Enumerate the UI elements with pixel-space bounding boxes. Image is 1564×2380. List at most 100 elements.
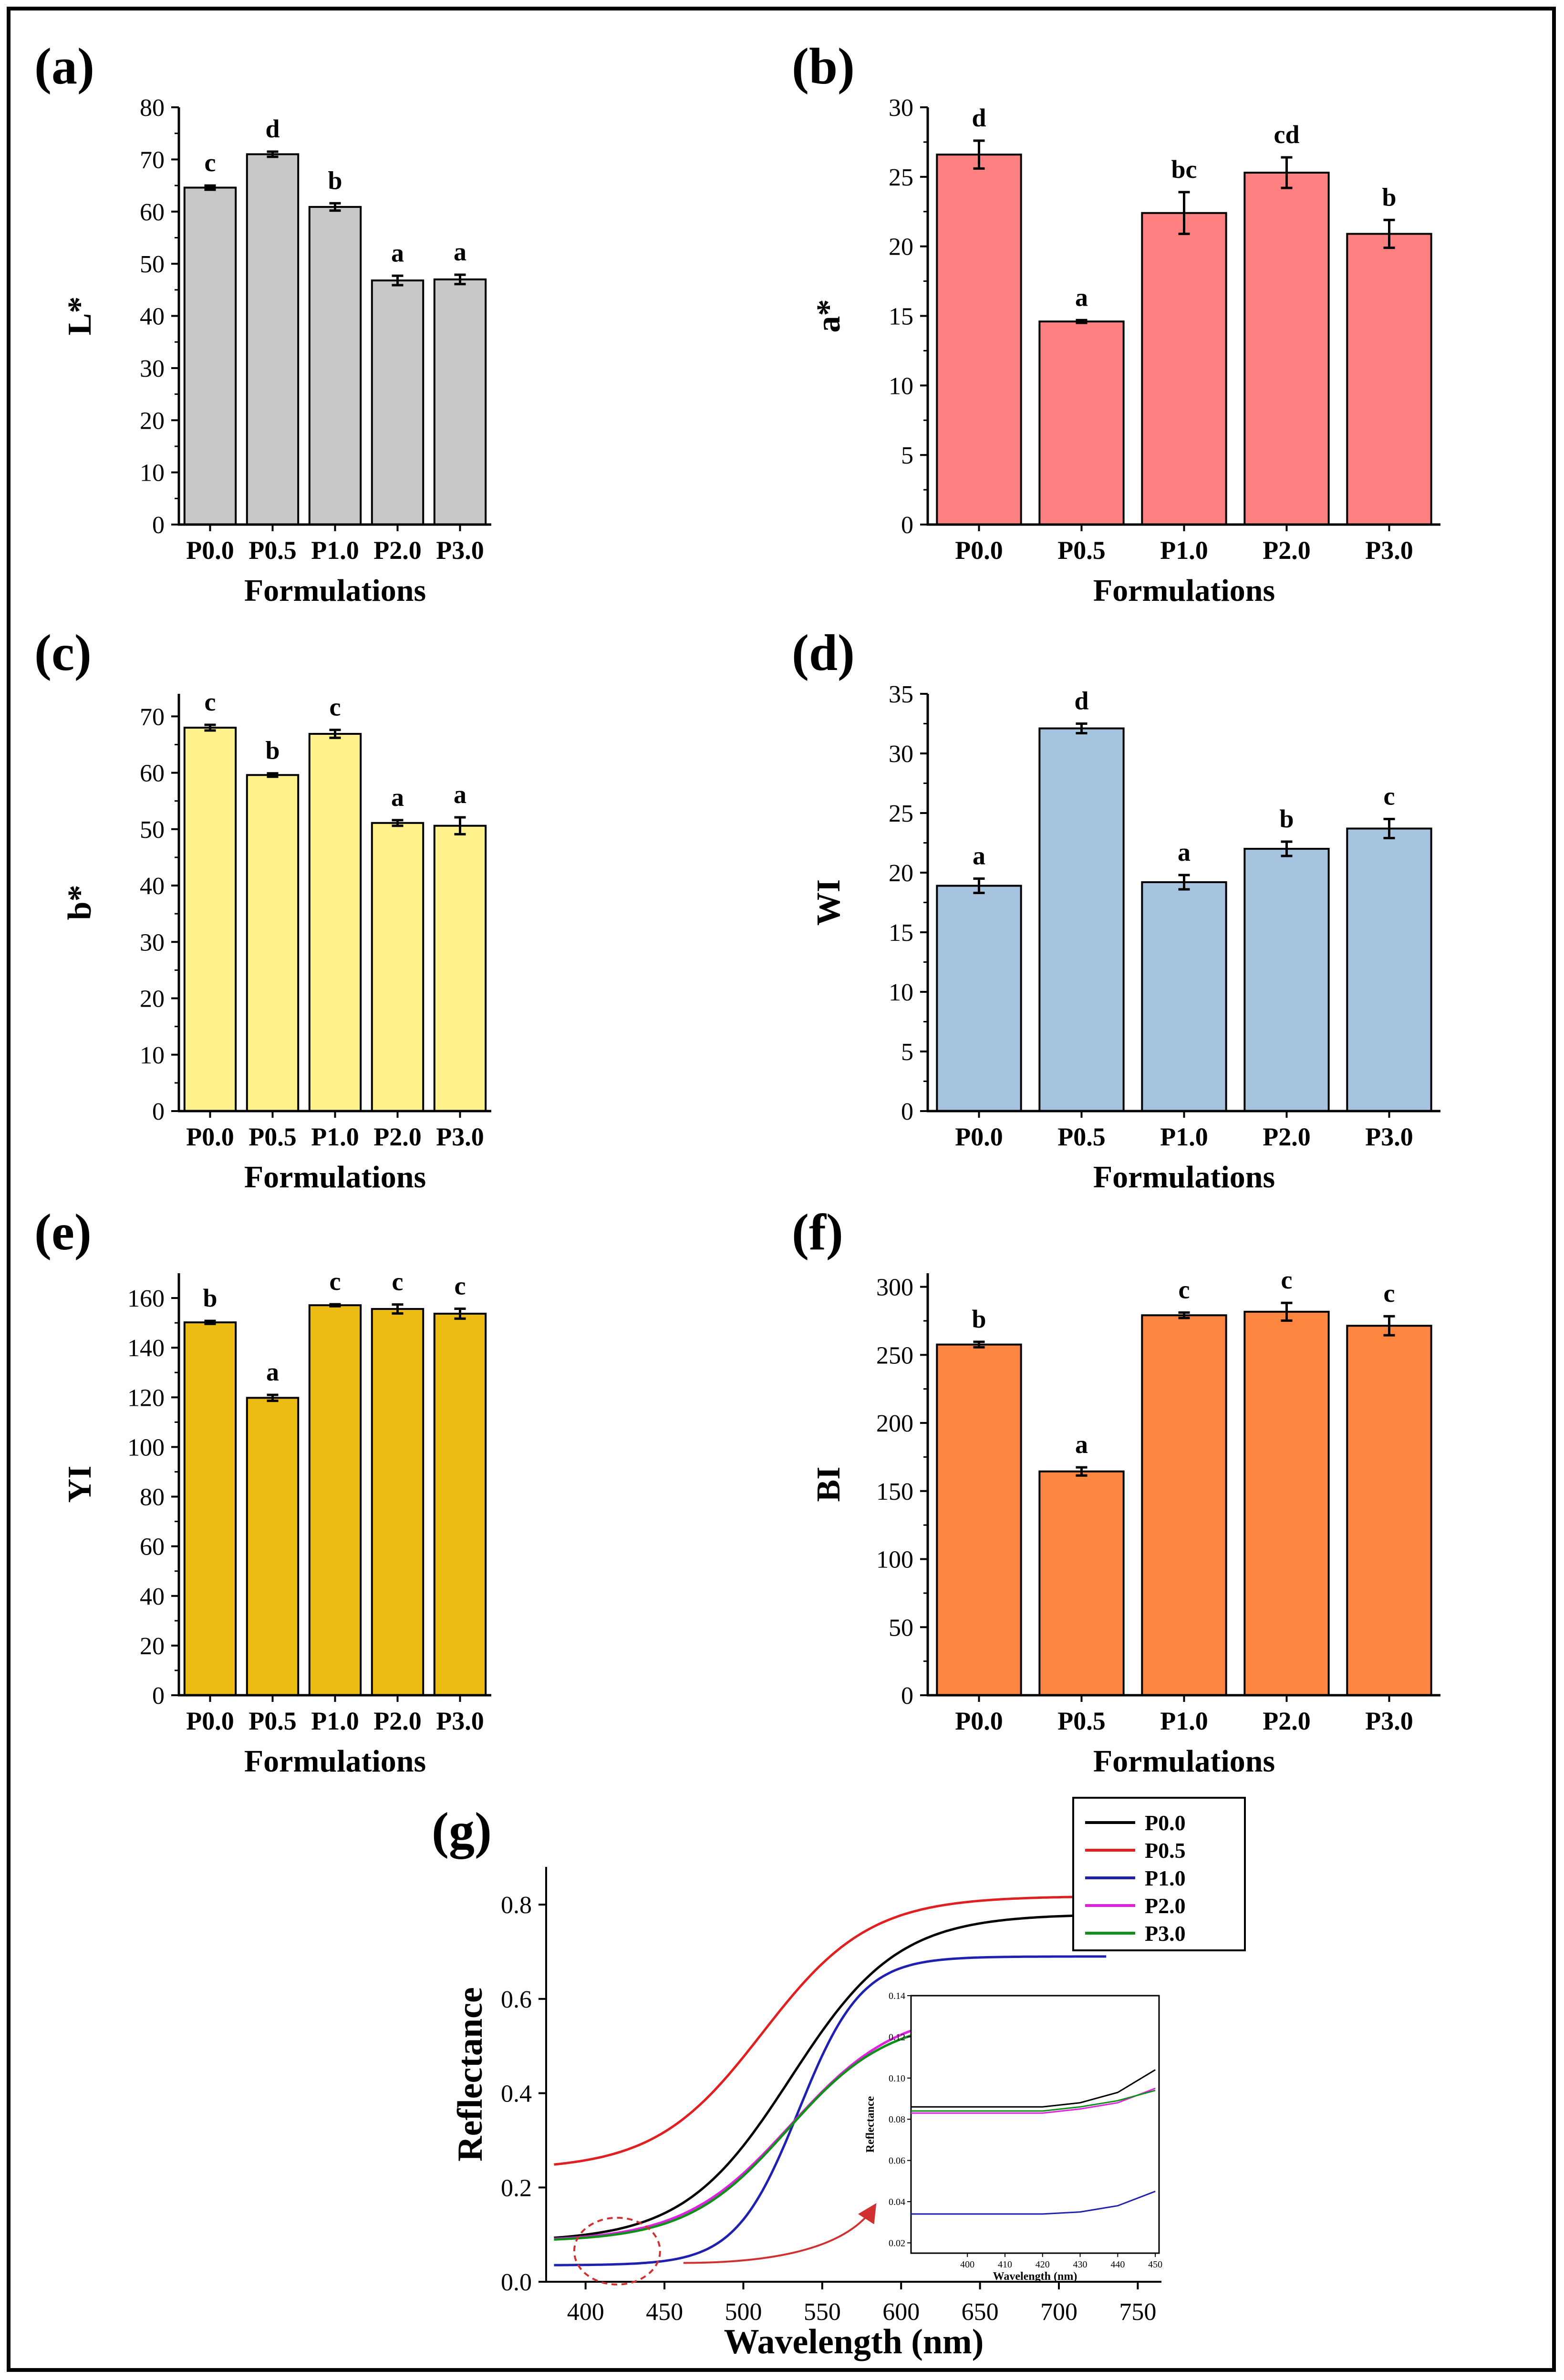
y-tick-label: 60 (140, 199, 165, 226)
bar-P1.0 (1141, 212, 1227, 525)
x-tick-label: P0.0 (955, 536, 1003, 565)
inset-y-tick-label: 0.08 (889, 2114, 905, 2125)
highlight-ellipse (573, 2216, 661, 2286)
inset-plot: 0.02 0.04 0.06 0.08 0.10 0.12 0.14 400 410 420 430… (864, 1991, 1162, 2283)
x-tick-label: P0.0 (955, 1707, 1003, 1735)
error-bar-P0.5 (267, 772, 279, 778)
inset-y-tick-label: 0.06 (889, 2156, 905, 2166)
y-tick-label: 30 (140, 929, 165, 956)
panel-e: (e) b P0.0 a P0.5 c P1.0 c P2.0 c P3.0 0 20 40 60 80 100… (34, 1204, 491, 1779)
bar-P1.0 (308, 206, 362, 525)
bar-P2.0 (1243, 1310, 1330, 1697)
x-axis-title: Formulations (1093, 573, 1275, 608)
y-axis-title: BI (810, 1467, 847, 1502)
x-tick-label: P3.0 (436, 1123, 484, 1151)
y-tick-label: 10 (140, 460, 165, 487)
significance-letter: b (1382, 183, 1396, 211)
significance-letter: a (454, 780, 466, 809)
inset-x-tick-label: 440 (1110, 2259, 1125, 2270)
error-bar-P0.0 (973, 1340, 985, 1349)
bar-P3.0 (433, 278, 487, 525)
error-bar-P3.0 (454, 816, 466, 835)
significance-letter: b (972, 1305, 986, 1333)
y-axis-title: Reflectance (451, 1987, 490, 2162)
error-bar-P0.5 (1076, 1466, 1088, 1477)
error-bar-P0.0 (204, 723, 216, 732)
y-tick-label: 20 (889, 860, 913, 887)
inset-x-tick-label: 410 (998, 2259, 1012, 2270)
x-tick-label: P1.0 (1160, 536, 1208, 565)
significance-letter: cd (1274, 120, 1300, 149)
x-tick-label: 750 (1119, 2298, 1156, 2326)
x-axis-title: Formulations (244, 573, 426, 608)
significance-letter: b (1279, 804, 1294, 833)
significance-letter: c (1384, 782, 1395, 811)
y-tick-label: 30 (140, 355, 165, 382)
y-tick-label: 10 (889, 372, 913, 400)
y-axis-title: b* (62, 885, 98, 920)
significance-letter: d (972, 103, 986, 132)
y-tick-label: 60 (140, 760, 165, 787)
error-bar-P2.0 (392, 819, 404, 827)
panel-label: (b) (792, 38, 855, 95)
x-tick-label: P2.0 (1263, 1707, 1311, 1735)
y-tick-label: 35 (889, 681, 913, 708)
y-tick-label: 10 (140, 1042, 165, 1069)
bar-P3.0 (433, 1312, 487, 1697)
y-tick-label: 20 (140, 1633, 165, 1660)
x-tick-label: P1.0 (1160, 1707, 1208, 1735)
panel-b: (b) d P0.0 a P0.5 bc P1.0 cd P2.0 b P3.0 0 5 10 15 20 25… (792, 38, 1440, 608)
error-bar-P0.0 (973, 877, 985, 894)
y-tick-label: 5 (901, 1039, 913, 1066)
significance-letter: c (330, 1267, 341, 1296)
inset-series-line-P3.0 (911, 2090, 1156, 2112)
y-tick-label: 50 (140, 251, 165, 278)
bar-P3.0 (1346, 1325, 1432, 1696)
panel-label: (c) (34, 625, 92, 681)
y-tick-label: 0 (152, 512, 165, 539)
bar-P0.5 (1038, 1470, 1125, 1697)
inset-series-line-P2.0 (911, 2087, 1156, 2114)
panel-label: (f) (792, 1204, 843, 1261)
y-tick-label: 15 (889, 919, 913, 947)
inset-frame (910, 1995, 1160, 2254)
significance-letter: b (265, 736, 280, 765)
error-bar-P0.0 (204, 184, 216, 191)
x-tick-label: P0.0 (186, 1123, 234, 1151)
error-bar-P1.0 (329, 1303, 341, 1308)
error-bar-P0.5 (1076, 722, 1088, 734)
significance-letter: c (1281, 1266, 1293, 1294)
series-line-P1.0 (554, 1955, 1107, 2267)
legend-label: P3.0 (1145, 1921, 1186, 1946)
error-bar-P3.0 (1383, 218, 1395, 249)
x-tick-label: 450 (646, 2298, 683, 2326)
bar-P3.0 (1346, 233, 1432, 525)
x-tick-label: 500 (725, 2298, 762, 2326)
legend-label: P0.0 (1145, 1811, 1186, 1835)
bar-P1.0 (1141, 1314, 1227, 1697)
x-tick-label: P0.5 (249, 536, 297, 565)
inset-y-tick-label: 0.02 (889, 2238, 905, 2248)
x-tick-label: P1.0 (311, 1707, 359, 1735)
y-axis-title: a* (810, 299, 847, 333)
y-tick-label: 0.8 (501, 1892, 532, 1919)
inset-y-tick-label: 0.10 (889, 2073, 905, 2084)
panel-label: (g) (432, 1803, 492, 1859)
inset-x-tick-label: 420 (1036, 2259, 1050, 2270)
significance-letter: a (1178, 838, 1191, 866)
y-tick-label: 50 (140, 816, 165, 844)
legend-label: P0.5 (1145, 1838, 1186, 1863)
x-tick-label: P3.0 (436, 536, 484, 565)
y-tick-label: 60 (140, 1534, 165, 1561)
y-tick-label: 0 (901, 512, 913, 539)
y-tick-label: 40 (140, 873, 165, 900)
y-tick-label: 70 (140, 146, 165, 174)
significance-letter: a (266, 1358, 279, 1386)
inset-x-tick-label: 450 (1148, 2259, 1162, 2270)
bar-P3.0 (1346, 827, 1432, 1112)
bar-P2.0 (371, 1308, 425, 1696)
bar-P0.0 (936, 885, 1022, 1112)
x-tick-label: P0.0 (955, 1123, 1003, 1151)
significance-letter: a (454, 237, 466, 266)
x-tick-label: P0.5 (249, 1707, 297, 1735)
